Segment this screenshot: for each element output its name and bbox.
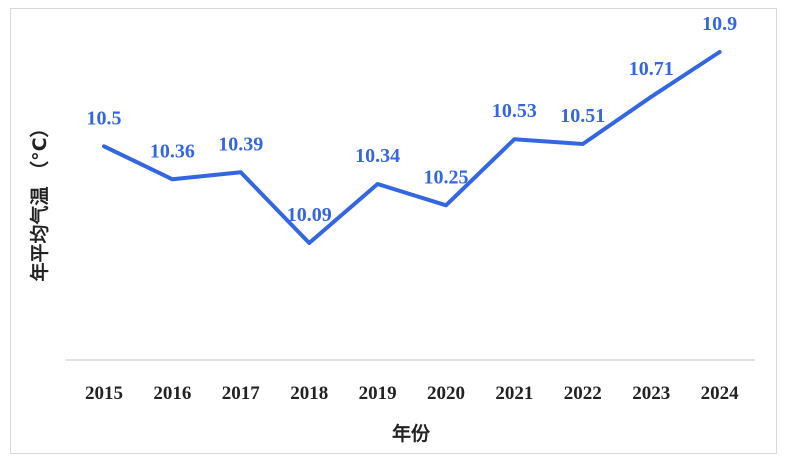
x-tick-2017: 2017 [222, 383, 261, 404]
x-tick-2019: 2019 [359, 383, 397, 404]
x-axis-title: 年份 [392, 422, 431, 445]
data-label-2023: 10.71 [629, 58, 674, 80]
x-tick-2015: 2015 [85, 383, 123, 404]
x-tick-2023: 2023 [632, 383, 670, 404]
x-tick-labels: 2015 2016 2017 2018 2019 2020 2021 2022 2023 2024 [85, 383, 739, 404]
x-tick-2024: 2024 [701, 383, 740, 404]
data-label-2024: 10.9 [702, 13, 737, 35]
x-tick-2022: 2022 [564, 383, 602, 404]
data-label-2017: 10.39 [218, 133, 263, 155]
x-tick-2016: 2016 [153, 383, 191, 404]
x-tick-2020: 2020 [427, 383, 465, 404]
x-tick-2021: 2021 [495, 383, 533, 404]
data-label-2020: 10.25 [424, 166, 469, 188]
data-label-2016: 10.36 [150, 140, 195, 162]
data-label-2021: 10.53 [492, 100, 537, 122]
series-line [102, 50, 722, 245]
data-label-2022: 10.51 [560, 105, 605, 127]
data-label-2015: 10.5 [87, 107, 122, 129]
data-label-2019: 10.34 [355, 145, 400, 167]
y-axis-title: 年平均气温 （°C） [28, 118, 51, 281]
drop-lines [103, 52, 721, 360]
data-label-2018: 10.09 [287, 204, 332, 226]
data-labels: 10.5 10.36 10.39 10.09 10.34 10.25 10.53 10.51 1… [87, 13, 738, 226]
x-tick-2018: 2018 [290, 383, 328, 404]
chart-frame [10, 8, 777, 454]
